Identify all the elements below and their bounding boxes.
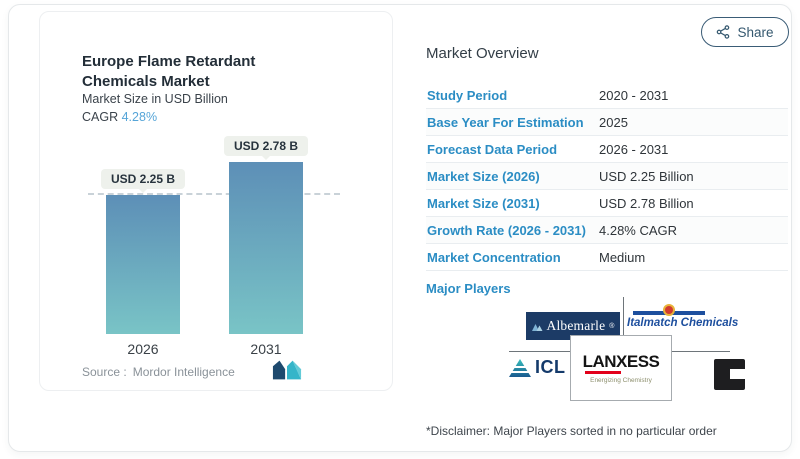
source-label: Source : bbox=[82, 365, 127, 379]
overview-table: Study Period 2020 - 2031 Base Year For Est… bbox=[426, 82, 788, 271]
chart-subtitle: Market Size in USD Billion bbox=[82, 92, 228, 106]
major-players-label: Major Players bbox=[426, 281, 511, 296]
bar bbox=[106, 194, 180, 334]
table-row: Base Year For Estimation 2025 bbox=[426, 109, 788, 136]
report-card: Europe Flame Retardant Chemicals Market … bbox=[8, 4, 792, 452]
table-row: Study Period 2020 - 2031 bbox=[426, 82, 788, 109]
icl-triangle-icon bbox=[509, 358, 531, 377]
table-row: Market Size (2031) USD 2.78 Billion bbox=[426, 190, 788, 217]
lanxess-tagline: Energizing Chemistry bbox=[590, 376, 652, 384]
share-icon bbox=[717, 25, 730, 39]
italmatch-logo: Italmatch Chemicals bbox=[627, 303, 739, 329]
share-label: Share bbox=[737, 24, 774, 40]
overview-title: Market Overview bbox=[426, 45, 539, 62]
table-row: Growth Rate (2026 - 2031) 4.28% CAGR bbox=[426, 217, 788, 244]
players-grid: Albemarle ® Italmatch Chemicals ICL bbox=[426, 293, 790, 409]
bar-column: USD 2.25 B 2026 bbox=[100, 168, 186, 361]
market-chart-card: Europe Flame Retardant Chemicals Market … bbox=[39, 11, 393, 391]
players-vertical-divider bbox=[623, 297, 624, 351]
table-row: Forecast Data Period 2026 - 2031 bbox=[426, 136, 788, 163]
italmatch-wordmark: Italmatch Chemicals bbox=[627, 317, 739, 329]
chart-cagr: CAGR 4.28% bbox=[82, 110, 157, 124]
lanxess-wordmark: LANXESS bbox=[582, 351, 660, 371]
source-name: Mordor Intelligence bbox=[132, 365, 235, 379]
share-button[interactable]: Share bbox=[701, 17, 789, 47]
cagr-value: 4.28% bbox=[121, 110, 158, 124]
bar-value-pill: USD 2.78 B bbox=[223, 135, 309, 160]
x-axis-label: 2026 bbox=[127, 341, 159, 357]
albemarle-wordmark: Albemarle bbox=[546, 318, 606, 333]
x-axis-label: 2031 bbox=[250, 341, 282, 357]
row-value: 2020 - 2031 bbox=[599, 87, 669, 103]
row-label: Market Concentration bbox=[427, 249, 561, 265]
row-label: Base Year For Estimation bbox=[427, 114, 584, 130]
lanxess-logo: LANXESS Energizing Chemistry bbox=[570, 335, 672, 401]
source-row: Source : Mordor Intelligence bbox=[82, 365, 235, 379]
mordor-intelligence-logo bbox=[272, 360, 302, 380]
bar-chart-plot: USD 2.25 B 2026 USD 2.78 B 2031 bbox=[82, 135, 340, 361]
disclaimer-text: *Disclaimer: Major Players sorted in no … bbox=[426, 424, 717, 438]
row-label: Study Period bbox=[427, 87, 508, 103]
row-label: Market Size (2026) bbox=[427, 168, 540, 184]
row-value: 4.28% CAGR bbox=[599, 222, 678, 238]
dashed-reference-line bbox=[88, 192, 340, 195]
row-label: Growth Rate (2026 - 2031) bbox=[427, 222, 586, 238]
bar bbox=[229, 161, 303, 334]
icl-wordmark: ICL bbox=[535, 357, 566, 377]
row-value: Medium bbox=[599, 249, 646, 265]
table-row: Market Concentration Medium bbox=[426, 244, 788, 271]
cagr-label: CAGR bbox=[82, 110, 119, 124]
bar-value-pill: USD 2.25 B bbox=[100, 168, 186, 193]
row-label: Market Size (2031) bbox=[427, 195, 540, 211]
table-row: Market Size (2026) USD 2.25 Billion bbox=[426, 163, 788, 190]
c-logo bbox=[714, 359, 745, 390]
row-value: 2026 - 2031 bbox=[599, 141, 669, 157]
row-value: USD 2.25 Billion bbox=[599, 168, 694, 184]
icl-logo: ICL bbox=[509, 357, 566, 378]
bar-column: USD 2.78 B 2031 bbox=[223, 135, 309, 360]
lanxess-underline bbox=[585, 370, 621, 374]
row-value: USD 2.78 Billion bbox=[599, 195, 694, 211]
chart-title: Europe Flame Retardant Chemicals Market bbox=[82, 53, 256, 90]
italmatch-crest-icon bbox=[663, 304, 675, 316]
row-value: 2025 bbox=[599, 114, 628, 130]
italmatch-bar bbox=[633, 304, 705, 316]
row-label: Forecast Data Period bbox=[427, 141, 558, 157]
albemarle-mountain-icon bbox=[531, 323, 543, 331]
